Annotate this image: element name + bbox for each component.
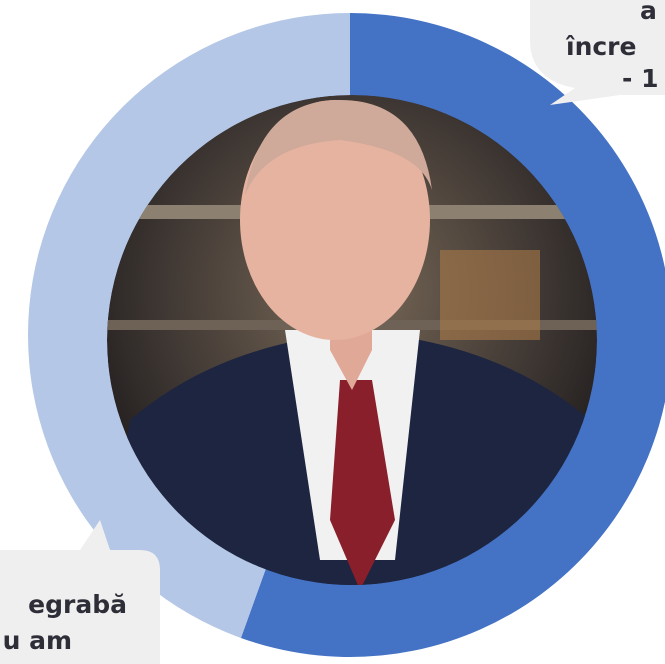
slice-label: încre — [565, 32, 636, 61]
donut-chart: aîncre - 1 egrabă u am — [0, 0, 665, 664]
slice-label: u am — [3, 626, 72, 655]
slice-label: - 1 — [622, 64, 658, 93]
slice-label: egrabă — [28, 590, 127, 619]
slice-label: a — [640, 0, 657, 25]
